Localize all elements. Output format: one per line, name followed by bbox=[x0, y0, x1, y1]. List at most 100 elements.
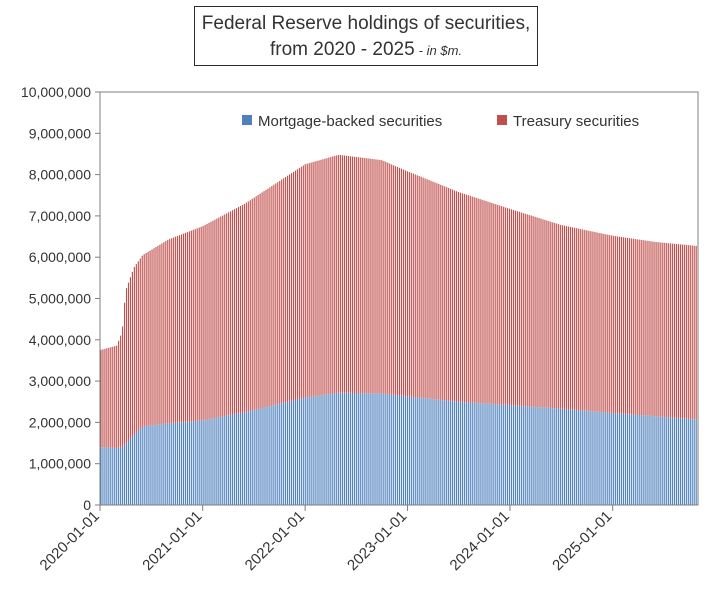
bar-treasury-120 bbox=[336, 155, 338, 393]
bar-treasury-203 bbox=[499, 205, 501, 405]
bar-treasury-150 bbox=[395, 166, 397, 396]
bar-treasury-75 bbox=[247, 201, 249, 412]
bar-mbs-47 bbox=[192, 421, 194, 505]
bar-treasury-126 bbox=[347, 155, 350, 393]
bar-mbs-132 bbox=[359, 393, 361, 505]
bar-treasury-185 bbox=[463, 193, 465, 403]
bar-mbs-170 bbox=[434, 399, 436, 505]
bar-treasury-297 bbox=[683, 244, 685, 419]
bar-mbs-185 bbox=[463, 402, 465, 505]
bar-treasury-183 bbox=[459, 192, 462, 402]
bar-treasury-7 bbox=[114, 346, 116, 448]
bar-mbs-81 bbox=[259, 408, 261, 505]
bar-treasury-200 bbox=[493, 203, 495, 405]
bar-mbs-109 bbox=[314, 396, 316, 505]
bar-mbs-263 bbox=[617, 413, 619, 505]
bar-treasury-217 bbox=[526, 214, 528, 407]
bar-treasury-280 bbox=[650, 241, 652, 416]
bar-mbs-179 bbox=[452, 401, 454, 505]
bar-mbs-292 bbox=[673, 417, 676, 505]
bar-mbs-237 bbox=[565, 409, 568, 505]
bar-treasury-257 bbox=[605, 234, 607, 413]
bar-treasury-14 bbox=[127, 282, 130, 441]
bar-treasury-262 bbox=[615, 236, 617, 414]
bar-treasury-151 bbox=[397, 166, 399, 396]
bar-mbs-38 bbox=[175, 422, 177, 505]
bar-mbs-93 bbox=[283, 402, 285, 505]
bar-mbs-30 bbox=[159, 424, 161, 505]
bar-treasury-107 bbox=[310, 162, 312, 397]
bar-treasury-43 bbox=[184, 232, 187, 422]
bar-mbs-189 bbox=[471, 402, 473, 505]
bar-mbs-77 bbox=[251, 410, 253, 505]
bar-mbs-186 bbox=[465, 402, 467, 505]
bar-mbs-71 bbox=[239, 412, 242, 505]
bar-treasury-58 bbox=[214, 219, 216, 418]
bar-treasury-238 bbox=[567, 226, 570, 410]
bar-mbs-219 bbox=[530, 406, 532, 505]
bar-treasury-221 bbox=[534, 216, 536, 407]
bar-mbs-257 bbox=[605, 412, 607, 505]
bar-mbs-260 bbox=[611, 412, 613, 505]
bar-treasury-104 bbox=[304, 164, 306, 398]
bar-mbs-14 bbox=[127, 440, 130, 505]
bar-treasury-52 bbox=[202, 225, 204, 421]
bar-mbs-246 bbox=[583, 410, 585, 505]
bar-treasury-108 bbox=[312, 162, 314, 397]
x-tick-label: 2020-01-01 bbox=[37, 508, 103, 574]
bar-treasury-271 bbox=[632, 238, 634, 415]
bar-mbs-205 bbox=[503, 404, 505, 505]
chart-title-note: - in $m. bbox=[418, 43, 463, 58]
bar-mbs-300 bbox=[689, 418, 691, 505]
bar-mbs-266 bbox=[622, 413, 625, 505]
bar-treasury-17 bbox=[133, 266, 135, 435]
bar-mbs-100 bbox=[296, 399, 298, 505]
bar-treasury-235 bbox=[562, 225, 564, 409]
legend-label-mbs: Mortgage-backed securities bbox=[258, 113, 442, 130]
bar-mbs-74 bbox=[245, 411, 247, 505]
bar-mbs-53 bbox=[204, 419, 206, 505]
bar-mbs-195 bbox=[483, 403, 485, 505]
bar-mbs-139 bbox=[373, 393, 375, 505]
bar-treasury-215 bbox=[522, 213, 524, 407]
y-tick-label: 7,000,000 bbox=[29, 208, 91, 224]
bar-treasury-245 bbox=[581, 229, 583, 411]
bar-treasury-237 bbox=[565, 226, 568, 410]
bar-mbs-249 bbox=[589, 411, 591, 505]
bar-treasury-181 bbox=[455, 191, 458, 402]
bar-mbs-287 bbox=[664, 416, 666, 505]
bar-mbs-228 bbox=[548, 407, 550, 505]
bar-treasury-284 bbox=[658, 242, 660, 417]
bar-mbs-70 bbox=[237, 413, 240, 505]
bar-mbs-190 bbox=[473, 402, 475, 505]
bar-mbs-20 bbox=[139, 428, 141, 505]
bar-treasury-236 bbox=[563, 225, 566, 410]
bar-mbs-54 bbox=[206, 419, 208, 505]
bar-mbs-68 bbox=[233, 414, 236, 505]
bar-treasury-102 bbox=[300, 166, 302, 399]
bar-mbs-7 bbox=[114, 447, 116, 505]
bar-mbs-146 bbox=[387, 394, 389, 505]
bar-treasury-112 bbox=[320, 159, 322, 396]
bar-treasury-219 bbox=[530, 215, 532, 407]
bar-treasury-276 bbox=[642, 240, 644, 416]
bar-treasury-70 bbox=[237, 207, 240, 414]
bar-treasury-224 bbox=[540, 218, 542, 408]
bar-mbs-284 bbox=[658, 416, 660, 505]
bar-treasury-240 bbox=[571, 227, 573, 410]
bar-mbs-233 bbox=[558, 408, 560, 505]
bar-treasury-134 bbox=[363, 157, 365, 394]
bar-mbs-239 bbox=[569, 409, 572, 505]
bar-treasury-79 bbox=[255, 196, 257, 410]
bar-mbs-82 bbox=[261, 407, 263, 505]
bar-mbs-95 bbox=[287, 401, 289, 505]
bar-mbs-303 bbox=[695, 419, 697, 505]
bar-mbs-60 bbox=[218, 417, 220, 505]
bar-mbs-104 bbox=[304, 397, 306, 505]
bar-mbs-155 bbox=[404, 396, 407, 505]
y-tick-label: 10,000,000 bbox=[21, 84, 91, 100]
bar-treasury-117 bbox=[330, 157, 332, 394]
bar-treasury-21 bbox=[141, 255, 143, 427]
chart-title-box: Federal Reserve holdings of securities, … bbox=[194, 6, 538, 66]
chart-title: Federal Reserve holdings of securities, bbox=[201, 13, 531, 34]
